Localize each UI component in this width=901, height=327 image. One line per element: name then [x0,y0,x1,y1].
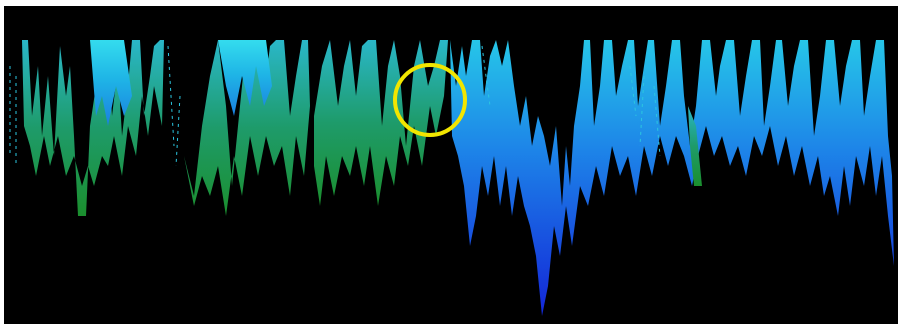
spike-cluster-left-top [90,40,132,126]
thin-strands-right [481,45,661,157]
thin-strands-left [9,45,181,167]
spike-green-accent [688,106,702,186]
spike-cluster-3 [314,40,448,206]
spike-cluster-2 [184,40,310,216]
highlight-circle [393,63,467,137]
spike-cluster-2-top [218,40,272,116]
spike-cluster-center [450,40,894,316]
video-frame [4,6,898,324]
waveform-image [9,40,894,316]
